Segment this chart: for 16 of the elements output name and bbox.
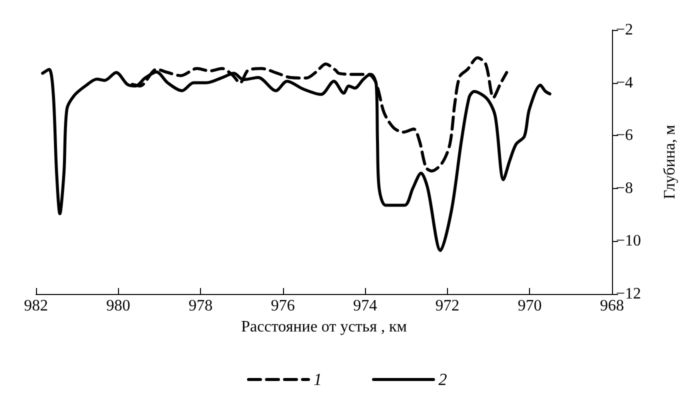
y-tick-label: −4 — [616, 74, 634, 92]
x-tick-label: 980 — [106, 298, 130, 314]
legend-label: 1 — [314, 370, 322, 389]
legend-label: 2 — [438, 370, 448, 389]
x-tick-label: 974 — [353, 298, 378, 314]
x-tick-label: 982 — [24, 298, 48, 314]
x-tick-label: 972 — [435, 298, 460, 314]
y-axis-title: Глубина, м — [662, 124, 678, 200]
y-tick-label: −2 — [616, 22, 634, 38]
y-tick-label: −10 — [616, 232, 642, 250]
x-tick-label: 978 — [188, 298, 213, 314]
x-axis-title: Расстояние от устья , км — [241, 318, 407, 336]
y-tick-label: −6 — [616, 127, 634, 144]
x-tick-label: 970 — [518, 298, 542, 314]
x-tick-label: 976 — [270, 298, 295, 314]
y-tick-label: −8 — [616, 180, 634, 197]
